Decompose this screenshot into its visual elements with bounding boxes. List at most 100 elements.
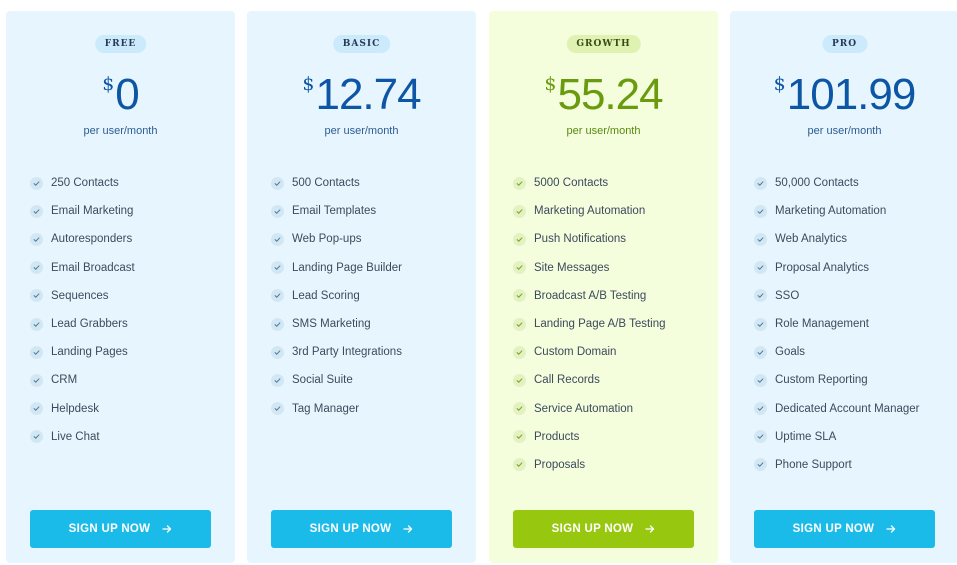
feature-item: Email Templates	[271, 197, 466, 225]
sign-up-button-label: SIGN UP NOW	[68, 523, 151, 535]
check-icon	[30, 430, 43, 444]
feature-item: Uptime SLA	[754, 423, 949, 451]
feature-item: Site Messages	[513, 254, 708, 282]
check-icon	[754, 458, 767, 472]
check-icon	[271, 402, 284, 416]
feature-list: 500 Contacts Email Templates Web Pop-ups…	[271, 169, 466, 423]
plan-card-free: FREE $0 per user/month 250 Contacts Emai…	[6, 11, 235, 563]
check-icon	[513, 430, 526, 444]
check-icon	[271, 289, 284, 303]
feature-label: Custom Domain	[534, 346, 617, 359]
feature-label: 250 Contacts	[51, 177, 119, 190]
feature-item: CRM	[30, 366, 225, 394]
check-icon	[754, 345, 767, 359]
feature-label: Goals	[775, 346, 806, 359]
arrow-right-icon	[645, 524, 655, 534]
price-period: per user/month	[83, 125, 158, 137]
feature-label: Web Pop-ups	[292, 233, 362, 246]
plan-card-growth: GROWTH $55.24 per user/month 5000 Contac…	[489, 11, 718, 563]
feature-item: Service Automation	[513, 395, 708, 423]
feature-label: Push Notifications	[534, 233, 627, 246]
feature-label: Helpdesk	[51, 402, 99, 415]
check-icon	[271, 176, 284, 190]
feature-label: 500 Contacts	[292, 177, 360, 190]
plan-badge: BASIC	[332, 35, 391, 53]
plan-price: $101.99	[730, 67, 957, 123]
feature-label: Role Management	[775, 318, 869, 331]
sign-up-button[interactable]: SIGN UP NOW	[754, 510, 935, 548]
feature-item: Email Broadcast	[30, 254, 225, 282]
feature-label: 5000 Contacts	[534, 177, 609, 190]
check-icon	[30, 176, 43, 190]
check-icon	[30, 402, 43, 416]
feature-item: Phone Support	[754, 451, 949, 479]
sign-up-button-label: SIGN UP NOW	[792, 523, 875, 535]
price-amount: 0	[115, 70, 140, 119]
check-icon	[30, 232, 43, 246]
plan-badge: GROWTH	[566, 35, 641, 53]
feature-list: 250 Contacts Email Marketing Autorespond…	[30, 169, 225, 451]
feature-label: Products	[534, 430, 580, 443]
price-period: per user/month	[566, 125, 641, 137]
sign-up-button[interactable]: SIGN UP NOW	[30, 510, 211, 548]
check-icon	[513, 402, 526, 416]
feature-label: Phone Support	[775, 458, 852, 471]
check-icon	[754, 232, 767, 246]
feature-item: Role Management	[754, 310, 949, 338]
check-icon	[754, 402, 767, 416]
check-icon	[513, 345, 526, 359]
check-icon	[513, 289, 526, 303]
sign-up-button[interactable]: SIGN UP NOW	[513, 510, 694, 548]
feature-label: Proposal Analytics	[775, 261, 869, 274]
feature-label: Live Chat	[51, 430, 100, 443]
feature-item: SSO	[754, 282, 949, 310]
feature-item: Push Notifications	[513, 225, 708, 253]
feature-label: Lead Grabbers	[51, 318, 128, 331]
feature-label: Email Marketing	[51, 205, 134, 218]
check-icon	[754, 176, 767, 190]
check-icon	[271, 373, 284, 387]
price-period: per user/month	[324, 125, 399, 137]
price-amount: 101.99	[786, 70, 917, 119]
currency-symbol: $	[302, 73, 315, 95]
feature-item: Custom Reporting	[754, 366, 949, 394]
feature-label: CRM	[51, 374, 78, 387]
feature-label: Lead Scoring	[292, 289, 360, 302]
plan-price: $12.74	[247, 67, 476, 123]
sign-up-button[interactable]: SIGN UP NOW	[271, 510, 452, 548]
feature-item: 250 Contacts	[30, 169, 225, 197]
feature-item: 5000 Contacts	[513, 169, 708, 197]
currency-symbol: $	[773, 73, 786, 95]
feature-item: Dedicated Account Manager	[754, 395, 949, 423]
feature-label: 3rd Party Integrations	[292, 346, 402, 359]
feature-item: Broadcast A/B Testing	[513, 282, 708, 310]
feature-item: Call Records	[513, 366, 708, 394]
check-icon	[271, 317, 284, 331]
feature-label: SMS Marketing	[292, 318, 371, 331]
feature-item: 50,000 Contacts	[754, 169, 949, 197]
check-icon	[513, 232, 526, 246]
check-icon	[754, 204, 767, 218]
feature-item: Web Analytics	[754, 225, 949, 253]
price-period: per user/month	[807, 125, 882, 137]
check-icon	[754, 261, 767, 275]
check-icon	[30, 204, 43, 218]
feature-label: Marketing Automation	[775, 205, 887, 218]
price-amount: 12.74	[315, 70, 421, 119]
feature-label: Email Broadcast	[51, 261, 135, 274]
feature-label: Landing Page A/B Testing	[534, 318, 666, 331]
feature-item: Proposals	[513, 451, 708, 479]
check-icon	[513, 176, 526, 190]
check-icon	[30, 289, 43, 303]
arrow-right-icon	[162, 524, 172, 534]
feature-label: Email Templates	[292, 205, 377, 218]
feature-label: Social Suite	[292, 374, 353, 387]
feature-label: Custom Reporting	[775, 374, 868, 387]
feature-label: Proposals	[534, 458, 586, 471]
feature-label: 50,000 Contacts	[775, 177, 859, 190]
feature-item: Marketing Automation	[513, 197, 708, 225]
feature-item: Social Suite	[271, 366, 466, 394]
feature-label: Call Records	[534, 374, 600, 387]
feature-item: Goals	[754, 338, 949, 366]
